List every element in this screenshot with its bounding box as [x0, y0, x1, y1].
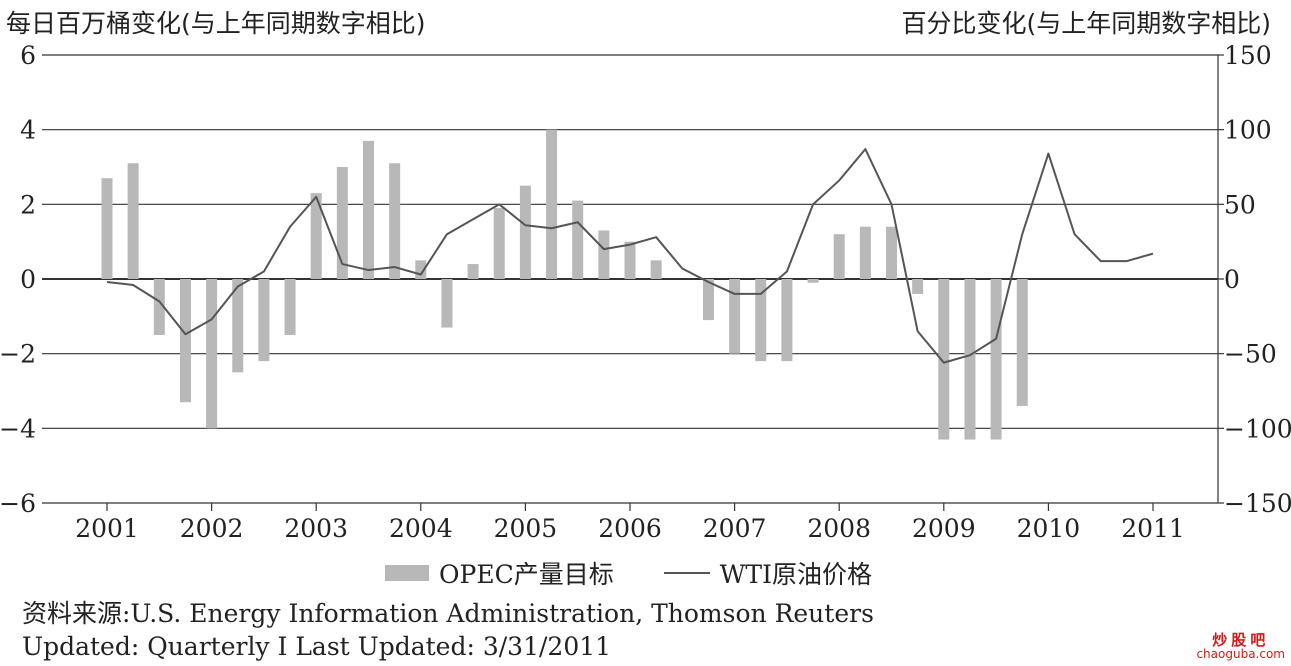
- bars-layer: [101, 129, 1028, 440]
- opec-bar: [101, 178, 113, 279]
- opec-bar: [206, 279, 218, 429]
- opec-bar: [363, 140, 374, 279]
- opec-bar: [467, 264, 479, 279]
- opec-bar: [964, 279, 976, 440]
- right-tick-label: 100: [1224, 116, 1272, 145]
- wti-price-line: [106, 148, 1154, 364]
- x-tick-label: 2007: [703, 514, 767, 543]
- watermark-logo: 炒股吧 chaoguba.com: [1196, 631, 1285, 661]
- opec-bar: [572, 200, 584, 279]
- opec-bar: [1016, 279, 1028, 406]
- opec-bar: [886, 226, 897, 279]
- legend-line-swatch: [663, 572, 710, 574]
- axes-layer: 6 4 2 0 −2 −4 −6 150 100 50 0 −50 −100 −150 2001 2002 20…: [0, 41, 1291, 543]
- opec-bar: [153, 279, 165, 335]
- opec-bar: [519, 185, 531, 279]
- x-tick-label: 2005: [494, 514, 558, 543]
- left-tick-label: −2: [0, 340, 36, 369]
- x-tick-label: 2006: [598, 514, 662, 543]
- left-tick-label: −6: [0, 489, 36, 518]
- right-tick-label: −50: [1224, 340, 1277, 369]
- opec-bar: [755, 279, 767, 362]
- left-tick-label: 4: [20, 116, 36, 145]
- opec-bar: [258, 279, 270, 362]
- right-tick-label: 50: [1224, 190, 1256, 219]
- x-tick-label: 2008: [807, 514, 871, 543]
- opec-bar: [179, 279, 191, 403]
- x-tick-label: 2010: [1017, 514, 1081, 543]
- opec-bar: [284, 279, 296, 335]
- opec-bar: [546, 129, 558, 279]
- opec-bar: [859, 226, 871, 279]
- legend-bar-label: OPEC产量目标: [439, 560, 614, 589]
- opec-bar: [336, 167, 348, 279]
- opec-bar: [232, 279, 244, 373]
- opec-bar: [441, 279, 453, 328]
- opec-bar: [389, 163, 401, 279]
- legend-item-bar: OPEC产量目标: [385, 555, 614, 591]
- updated-note: Updated: Quarterly I Last Updated: 3/31/…: [22, 632, 612, 661]
- line-layer: [106, 148, 1154, 364]
- x-tick-label: 2004: [389, 514, 453, 543]
- legend-bar-swatch: [385, 565, 429, 581]
- right-tick-label: 150: [1224, 41, 1272, 70]
- x-tick-label: 2003: [284, 514, 348, 543]
- watermark-top: 炒股吧: [1212, 631, 1270, 649]
- opec-bar: [990, 279, 1002, 440]
- opec-bar: [598, 230, 610, 279]
- right-axis-title: 百分比变化(与上年同期数字相比): [901, 9, 1271, 38]
- opec-bar: [702, 279, 714, 321]
- source-note: 资料来源:U.S. Energy Information Administrat…: [22, 599, 874, 628]
- x-tick-label: 2009: [912, 514, 976, 543]
- left-tick-label: 6: [20, 41, 36, 70]
- opec-bar: [310, 193, 322, 279]
- left-axis-title: 每日百万桶变化(与上年同期数字相比): [6, 9, 426, 38]
- opec-bar: [912, 279, 924, 294]
- opec-bar: [624, 241, 636, 279]
- opec-bar: [729, 279, 741, 354]
- opec-bar: [650, 260, 662, 279]
- right-tick-label: −100: [1224, 414, 1291, 443]
- legend: OPEC产量目标 WTI原油价格: [385, 555, 912, 591]
- opec-bar: [833, 234, 845, 279]
- watermark-bottom: chaoguba.com: [1196, 647, 1285, 661]
- legend-item-line: WTI原油价格: [663, 555, 872, 591]
- right-tick-label: −150: [1224, 489, 1291, 518]
- opec-bar: [807, 279, 819, 283]
- opec-bar: [938, 279, 950, 440]
- opec-bar: [493, 208, 505, 279]
- x-tick-label: 2011: [1121, 514, 1185, 543]
- left-tick-label: −4: [0, 414, 36, 443]
- left-tick-label: 2: [20, 190, 36, 219]
- opec-bar: [781, 279, 793, 362]
- x-tick-label: 2002: [180, 514, 244, 543]
- legend-line-label: WTI原油价格: [719, 560, 872, 589]
- x-tick-label: 2001: [75, 514, 139, 543]
- opec-bar: [127, 163, 139, 279]
- right-tick-label: 0: [1224, 265, 1240, 294]
- opec-bar: [415, 260, 427, 279]
- left-tick-label: 0: [20, 265, 36, 294]
